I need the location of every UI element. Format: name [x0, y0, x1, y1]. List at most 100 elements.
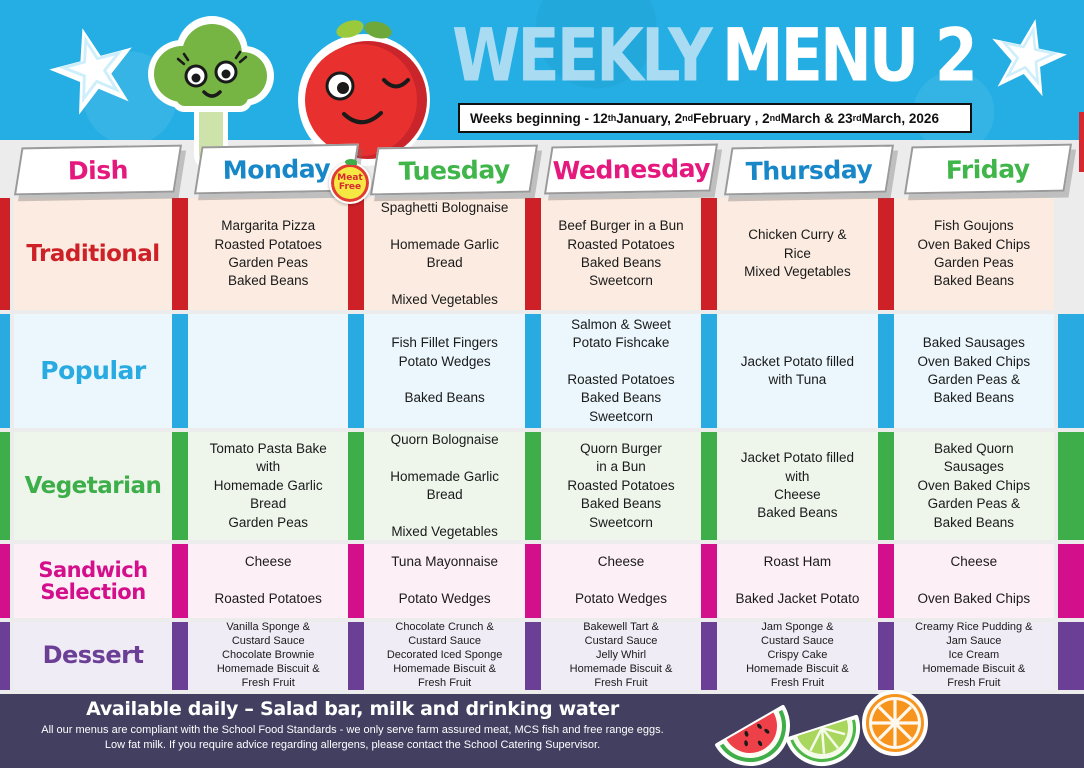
row-accent-bar: [1058, 544, 1084, 618]
menu-cell-sandwich-thursday: Roast Ham Baked Jacket Potato: [717, 544, 878, 618]
footer-text: Available daily – Salad bar, milk and dr…: [0, 698, 705, 754]
date-text: January, 2: [616, 110, 683, 126]
column-label: Wednesday: [552, 153, 710, 185]
row-accent-bar: [0, 544, 10, 618]
row-label: Vegetarian: [14, 432, 172, 540]
column-label: Tuesday: [398, 154, 510, 186]
column-header-tuesday: Tuesday: [369, 144, 539, 196]
menu-cell-vegetarian-thursday: Jacket Potato filled with Cheese Baked B…: [717, 432, 878, 540]
row-accent-bar: [0, 314, 10, 428]
star-icon: [992, 19, 1068, 97]
row-accent-bar: [0, 198, 10, 310]
title-weekly: WEEKLY: [452, 12, 713, 99]
column-divider: [701, 198, 718, 310]
menu-cell-popular-tuesday: Fish Fillet Fingers Potato Wedges Baked …: [364, 314, 525, 428]
menu-cell-traditional-thursday: Chicken Curry & Rice Mixed Vegetables: [717, 198, 878, 310]
column-divider: [701, 622, 718, 690]
footer-line-2: Low fat milk. If you require advice rega…: [104, 739, 601, 752]
watermelon-icon: [715, 705, 790, 766]
red-edge-accent: [1079, 112, 1084, 172]
row-accent-bar: [1058, 432, 1084, 540]
table-row-popular: Popular Fish Fillet Fingers Potato Wedge…: [0, 314, 1084, 428]
column-header-row: Dish Monday Tuesday Wednesday Thursday F…: [0, 143, 1084, 198]
column-header-wednesday: Wednesday: [543, 143, 719, 195]
column-divider: [172, 314, 188, 428]
menu-cell-popular-thursday: Jacket Potato filled with Tuna: [717, 314, 878, 428]
menu-cell-vegetarian-wednesday: Quorn Burger in a Bun Roasted Potatoes B…: [540, 432, 702, 540]
column-divider: [172, 622, 188, 690]
row-accent-bar: [1058, 622, 1084, 690]
menu-cell-traditional-wednesday: Beef Burger in a Bun Roasted Potatoes Ba…: [540, 198, 702, 310]
lime-icon: [785, 714, 860, 766]
column-label: Monday: [222, 153, 331, 185]
menu-cell-popular-monday: [188, 314, 349, 428]
column-label: Thursday: [745, 154, 873, 186]
menu-cell-dessert-thursday: Jam Sponge & Custard Sauce Crispy Cake H…: [717, 621, 878, 690]
row-label: Traditional: [14, 198, 172, 310]
footer-note: All our menus are compliant with the Sch…: [0, 723, 705, 754]
meat-free-badge: Meat Free: [329, 159, 371, 204]
menu-cell-vegetarian-friday: Baked Quorn Sausages Oven Baked Chips Ga…: [893, 432, 1055, 540]
footer-line-1: All our menus are compliant with the Sch…: [41, 724, 664, 736]
column-divider: [524, 432, 541, 540]
date-text: February , 2: [693, 110, 770, 126]
column-divider: [524, 544, 541, 618]
column-divider: [877, 314, 894, 428]
column-divider: [701, 314, 718, 428]
menu-cell-vegetarian-monday: Tomato Pasta Bake with Homemade Garlic B…: [188, 432, 349, 540]
menu-cell-sandwich-wednesday: Cheese Potato Wedges: [540, 544, 702, 618]
badge-line: Free: [338, 182, 362, 192]
menu-cell-popular-friday: Baked Sausages Oven Baked Chips Garden P…: [893, 314, 1055, 428]
row-label: Dessert: [14, 622, 172, 690]
column-divider: [172, 544, 188, 618]
menu-cell-popular-wednesday: Salmon & Sweet Potato Fishcake Roasted P…: [540, 314, 702, 428]
menu-cell-vegetarian-tuesday: Quorn Bolognaise Homemade Garlic Bread M…: [364, 432, 525, 540]
column-label: Dish: [67, 155, 129, 185]
row-label: Popular: [14, 314, 172, 428]
menu-cell-traditional-tuesday: Spaghetti Bolognaise Homemade Garlic Bre…: [364, 198, 525, 310]
column-header-thursday: Thursday: [723, 144, 895, 196]
leaf-icon: [345, 159, 357, 165]
column-divider: [877, 622, 894, 690]
tomato-icon: [298, 20, 430, 166]
menu-cell-dessert-monday: Vanilla Sponge & Custard Sauce Chocolate…: [188, 621, 349, 690]
broccoli-icon: [148, 16, 274, 170]
column-divider: [348, 314, 365, 428]
badge-line: Meat: [337, 172, 363, 183]
column-divider: [348, 544, 365, 618]
table-row-sandwich-selection: Sandwich Selection Cheese Roasted Potato…: [0, 544, 1084, 618]
table-row-vegetarian: Vegetarian Tomato Pasta Bake with Homema…: [0, 432, 1084, 540]
page-title: WEEKLY MENU 2: [452, 12, 978, 99]
date-text: March & 23: [780, 110, 853, 126]
column-divider: [524, 198, 541, 310]
column-header-friday: Friday: [903, 143, 1073, 195]
column-divider: [877, 544, 894, 618]
date-text: Weeks beginning - 12: [470, 110, 608, 126]
table-row-traditional: Traditional Margarita Pizza Roasted Pota…: [0, 198, 1084, 310]
column-divider: [348, 432, 365, 540]
column-divider: [524, 622, 541, 690]
column-divider: [877, 432, 894, 540]
menu-cell-sandwich-monday: Cheese Roasted Potatoes: [188, 544, 349, 618]
column-divider: [172, 432, 188, 540]
row-accent-bar: [0, 622, 10, 690]
row-label: Sandwich Selection: [14, 544, 172, 618]
column-divider: [524, 314, 541, 428]
menu-cell-sandwich-friday: Cheese Oven Baked Chips: [893, 544, 1055, 618]
menu-cell-sandwich-tuesday: Tuna Mayonnaise Potato Wedges: [364, 544, 525, 618]
menu-table: Traditional Margarita Pizza Roasted Pota…: [0, 198, 1084, 694]
menu-cell-dessert-friday: Creamy Rice Pudding & Jam Sauce Ice Crea…: [893, 621, 1055, 690]
column-header-dish: Dish: [13, 144, 183, 196]
column-divider: [172, 198, 188, 310]
menu-cell-dessert-wednesday: Bakewell Tart & Custard Sauce Jelly Whir…: [540, 621, 702, 690]
column-divider: [701, 432, 718, 540]
menu-cell-traditional-monday: Margarita Pizza Roasted Potatoes Garden …: [188, 198, 349, 310]
column-divider: [348, 622, 365, 690]
column-divider: [348, 198, 365, 310]
star-icon: [49, 28, 132, 115]
column-label: Friday: [945, 153, 1031, 185]
row-accent-bar: [1058, 314, 1084, 428]
